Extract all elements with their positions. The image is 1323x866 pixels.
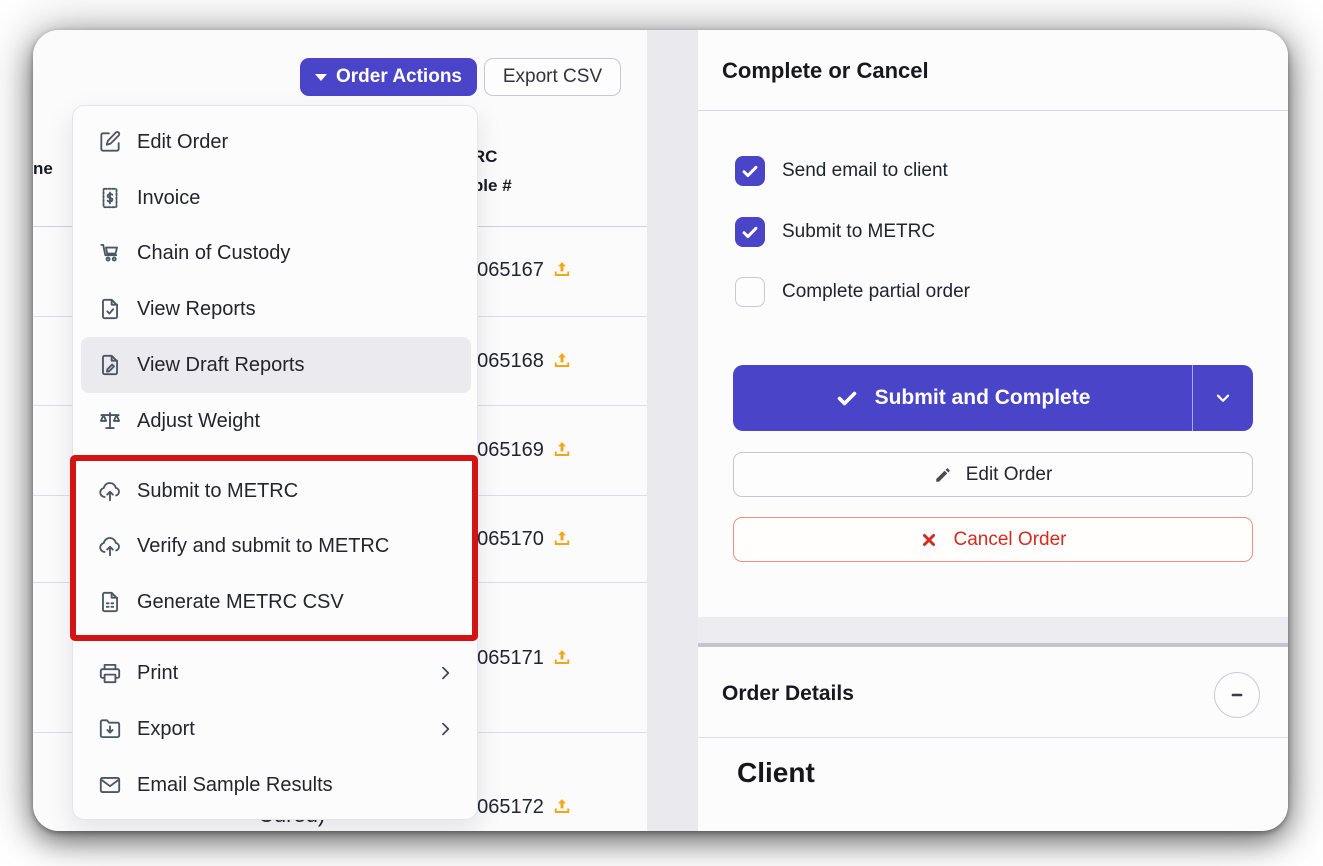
- card-title: Complete or Cancel: [722, 58, 929, 83]
- edit-icon: [97, 129, 123, 155]
- menu-item-chain-of-custody[interactable]: Chain of Custody: [73, 225, 477, 281]
- check-icon: [837, 391, 856, 406]
- upload-icon[interactable]: [552, 440, 572, 460]
- chevron-down-icon: [1216, 394, 1230, 402]
- edit-order-button[interactable]: Edit Order: [733, 452, 1253, 497]
- cloud-upload-icon: [97, 478, 123, 504]
- app-window: ne METRC Sample # 0065167 0065168 006516…: [33, 30, 1288, 831]
- menu-item-print[interactable]: Print: [73, 645, 477, 701]
- collapse-section-button[interactable]: [1214, 672, 1260, 718]
- order-actions-menu: Edit Order Invoice Chain of Custody: [72, 105, 478, 820]
- table-row: 0065171: [466, 643, 572, 673]
- cancel-order-button[interactable]: Cancel Order: [733, 517, 1253, 562]
- submit-and-complete-button[interactable]: Submit and Complete: [733, 365, 1253, 431]
- invoice-icon: [97, 185, 123, 211]
- printer-icon: [97, 660, 123, 686]
- x-icon: [922, 533, 935, 546]
- folder-export-icon: [97, 716, 123, 742]
- menu-item-export[interactable]: Export: [73, 701, 477, 757]
- orders-content-area: ne METRC Sample # 0065167 0065168 006516…: [33, 30, 647, 831]
- menu-item-email-sample-results[interactable]: Email Sample Results: [73, 757, 477, 813]
- checkbox-send-email[interactable]: Send email to client: [735, 156, 948, 186]
- menu-item-verify-submit-metrc[interactable]: Verify and submit to METRC: [73, 518, 477, 574]
- metrc-sample-number: 0065172: [466, 795, 544, 818]
- scale-icon: [97, 408, 123, 434]
- client-heading: Client: [737, 757, 815, 788]
- table-row: 0065172: [466, 792, 572, 822]
- caret-down-icon: [315, 73, 327, 81]
- cloud-upload-icon: [97, 533, 123, 559]
- file-csv-icon: [97, 589, 123, 615]
- panel-gutter: [647, 30, 698, 831]
- menu-item-generate-metrc-csv[interactable]: Generate METRC CSV: [73, 574, 477, 630]
- menu-item-submit-to-metrc[interactable]: Submit to METRC: [73, 463, 477, 519]
- metrc-sample-number: 0065169: [466, 438, 544, 461]
- upload-icon[interactable]: [552, 529, 572, 549]
- table-row: 0065170: [466, 524, 572, 554]
- checkbox-submit-metrc[interactable]: Submit to METRC: [735, 217, 935, 247]
- order-actions-button[interactable]: Order Actions: [300, 58, 477, 96]
- section-gap: [698, 617, 1288, 643]
- card-divider: [698, 110, 1288, 111]
- export-csv-button[interactable]: Export CSV: [484, 58, 621, 96]
- checkbox-checked-icon[interactable]: [735, 156, 765, 186]
- order-details-title: Order Details: [722, 682, 854, 705]
- upload-icon[interactable]: [552, 797, 572, 817]
- minus-icon: [1231, 693, 1243, 697]
- table-header-name-fragment: ne: [33, 159, 53, 178]
- cart-icon: [97, 240, 123, 266]
- checkbox-complete-partial[interactable]: Complete partial order: [735, 277, 970, 307]
- menu-item-edit-order[interactable]: Edit Order: [73, 114, 477, 170]
- metrc-sample-number: 0065170: [466, 527, 544, 550]
- complete-or-cancel-card: Complete or Cancel Send email to client …: [698, 30, 1288, 617]
- file-check-icon: [97, 296, 123, 322]
- menu-item-invoice[interactable]: Invoice: [73, 170, 477, 226]
- checkbox-checked-icon[interactable]: [735, 217, 765, 247]
- order-actions-label: Order Actions: [336, 66, 462, 87]
- table-row: 0065167: [466, 255, 572, 285]
- metrc-sample-number: 0065168: [466, 349, 544, 372]
- upload-icon[interactable]: [552, 260, 572, 280]
- pencil-icon: [935, 467, 950, 482]
- upload-icon[interactable]: [552, 648, 572, 668]
- menu-item-view-reports[interactable]: View Reports: [73, 281, 477, 337]
- export-csv-label: Export CSV: [502, 66, 603, 87]
- section-separator: [698, 643, 1288, 647]
- menu-item-adjust-weight[interactable]: Adjust Weight: [73, 393, 477, 449]
- checkbox-unchecked-icon[interactable]: [735, 277, 765, 307]
- metrc-sample-number: 0065171: [466, 646, 544, 669]
- menu-item-view-draft-reports[interactable]: View Draft Reports: [81, 337, 471, 393]
- table-row: 0065169: [466, 435, 572, 465]
- mail-icon: [97, 772, 123, 798]
- table-row: 0065168: [466, 346, 572, 376]
- submit-options-toggle[interactable]: [1193, 365, 1253, 431]
- file-edit-icon: [97, 352, 123, 378]
- button-split-divider: [1192, 365, 1193, 431]
- upload-icon[interactable]: [552, 351, 572, 371]
- chevron-right-icon: [435, 663, 455, 683]
- card-divider: [698, 737, 1288, 738]
- order-details-card: Order Details Client: [698, 647, 1288, 831]
- chevron-right-icon: [435, 719, 455, 739]
- metrc-sample-number: 0065167: [466, 258, 544, 281]
